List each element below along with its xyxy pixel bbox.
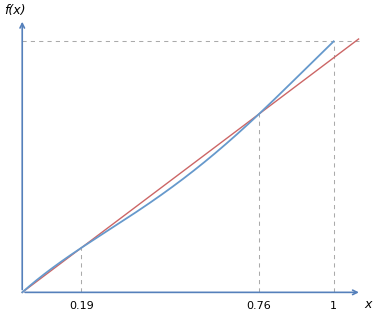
Text: f(x): f(x)	[4, 3, 25, 17]
Text: 0.76: 0.76	[246, 301, 271, 311]
Text: 1: 1	[330, 301, 337, 311]
Text: x: x	[364, 298, 372, 311]
Text: 0.19: 0.19	[69, 301, 94, 311]
